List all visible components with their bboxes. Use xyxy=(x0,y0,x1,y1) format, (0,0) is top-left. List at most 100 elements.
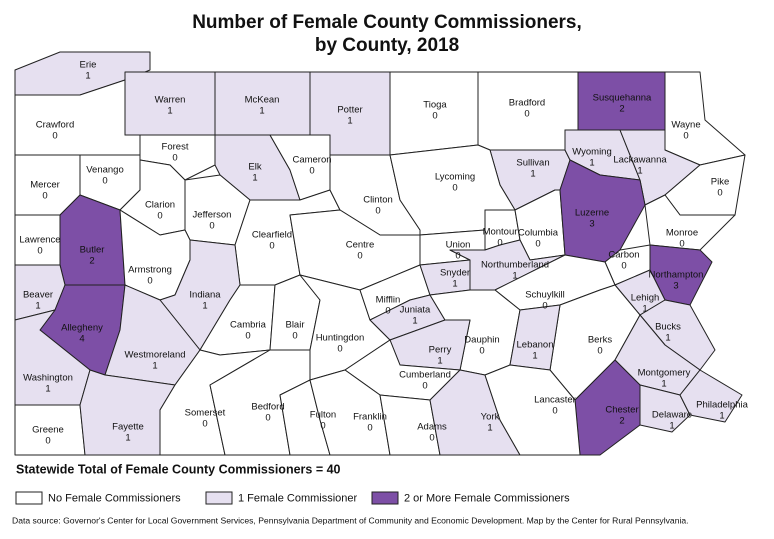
county-value: 0 xyxy=(245,331,250,342)
county-value: 1 xyxy=(512,271,517,282)
county-name: Wayne xyxy=(671,120,700,131)
county-name: Susquehanna xyxy=(593,93,652,104)
county-value: 1 xyxy=(452,279,457,290)
county-value: 1 xyxy=(35,301,40,312)
county-value: 0 xyxy=(535,239,540,250)
county-value: 0 xyxy=(337,344,342,355)
county-value: 0 xyxy=(452,183,457,194)
county-value: 0 xyxy=(597,346,602,357)
county-value: 1 xyxy=(202,301,207,312)
county-value: 0 xyxy=(357,251,362,262)
county-name: Juniata xyxy=(400,305,431,316)
legend-label: No Female Commissioners xyxy=(48,492,181,504)
county-name: Monroe xyxy=(666,228,698,239)
county-value: 0 xyxy=(679,239,684,250)
county-name: Sullivan xyxy=(516,158,549,169)
county-value: 1 xyxy=(530,169,535,180)
county-value: 1 xyxy=(669,421,674,432)
county-value: 1 xyxy=(259,106,264,117)
county-value: 0 xyxy=(157,211,162,222)
county-name: Lancaster xyxy=(534,395,576,406)
county-value: 1 xyxy=(589,158,594,169)
county-name: Schuylkill xyxy=(525,290,565,301)
county-value: 0 xyxy=(542,301,547,312)
county-name: Northumberland xyxy=(481,260,549,271)
county-value: 1 xyxy=(347,116,352,127)
county-name: Union xyxy=(446,240,471,251)
county-value: 0 xyxy=(37,246,42,257)
county-value: 1 xyxy=(85,71,90,82)
county xyxy=(484,364,581,456)
county-name: Tioga xyxy=(423,100,447,111)
county-value: 3 xyxy=(589,219,594,230)
legend: No Female Commissioners 1 Female Commissi… xyxy=(15,491,570,505)
county-value: 0 xyxy=(497,238,502,249)
county-name: Wyoming xyxy=(572,147,612,158)
county-name: Franklin xyxy=(353,412,387,423)
county-name: Montgomery xyxy=(638,368,691,379)
county-name: Allegheny xyxy=(61,323,103,334)
county-value: 0 xyxy=(717,188,722,199)
county-name: Carbon xyxy=(608,250,639,261)
legend-swatch xyxy=(205,491,233,505)
county-name: Chester xyxy=(605,405,638,416)
county-value: 0 xyxy=(320,421,325,432)
county-name: York xyxy=(481,412,500,423)
county xyxy=(59,194,126,286)
county-name: Fulton xyxy=(310,410,336,421)
county-name: Lehigh xyxy=(631,293,660,304)
county-name: Westmoreland xyxy=(124,350,185,361)
county-name: Perry xyxy=(429,345,452,356)
county-name: Philadelphia xyxy=(696,400,748,411)
county-value: 2 xyxy=(619,104,624,115)
county-name: Mifflin xyxy=(376,295,401,306)
county-value: 1 xyxy=(532,351,537,362)
county-value: 4 xyxy=(79,334,84,345)
county-value: 0 xyxy=(265,413,270,424)
county xyxy=(449,239,566,291)
county-name: Fayette xyxy=(112,422,144,433)
legend-label: 1 Female Commissioner xyxy=(238,492,358,504)
county-name: Pike xyxy=(711,177,729,188)
county xyxy=(664,71,746,166)
county-name: Indiana xyxy=(189,290,221,301)
county-value: 1 xyxy=(487,423,492,434)
county-value: 0 xyxy=(209,221,214,232)
county-name: Armstrong xyxy=(128,265,172,276)
county-name: Crawford xyxy=(36,120,75,131)
county-name: Lackawanna xyxy=(613,155,667,166)
title: Number of Female County Commissioners, xyxy=(192,12,582,33)
county-value: 1 xyxy=(167,106,172,117)
county-value: 0 xyxy=(375,206,380,217)
county-name: Mercer xyxy=(30,180,60,191)
county-name: Luzerne xyxy=(575,208,609,219)
county-value: 1 xyxy=(637,166,642,177)
county-name: Blair xyxy=(285,320,304,331)
county-value: 0 xyxy=(102,176,107,187)
county-name: Delaware xyxy=(652,410,692,421)
county-value: 1 xyxy=(125,433,130,444)
county-name: Huntingdon xyxy=(316,333,365,344)
county-name: Warren xyxy=(155,95,186,106)
county-name: Bucks xyxy=(655,322,681,333)
county-value: 1 xyxy=(412,316,417,327)
county-name: Centre xyxy=(346,240,375,251)
county-name: Northampton xyxy=(649,270,704,281)
county-value: 0 xyxy=(429,433,434,444)
county-name: Venango xyxy=(86,165,124,176)
county-value: 0 xyxy=(385,306,390,317)
county-value: 0 xyxy=(432,111,437,122)
statewide-total: Statewide Total of Female County Commiss… xyxy=(16,462,341,476)
county-name: Adams xyxy=(417,422,447,433)
county-value: 2 xyxy=(89,256,94,267)
county-value: 0 xyxy=(45,436,50,447)
county-name: Erie xyxy=(80,60,97,71)
county-name: Montour xyxy=(483,227,518,238)
county-value: 1 xyxy=(152,361,157,372)
county-name: Elk xyxy=(248,162,261,173)
county-name: McKean xyxy=(245,95,280,106)
county-name: Cameron xyxy=(292,155,331,166)
county-value: 2 xyxy=(619,416,624,427)
